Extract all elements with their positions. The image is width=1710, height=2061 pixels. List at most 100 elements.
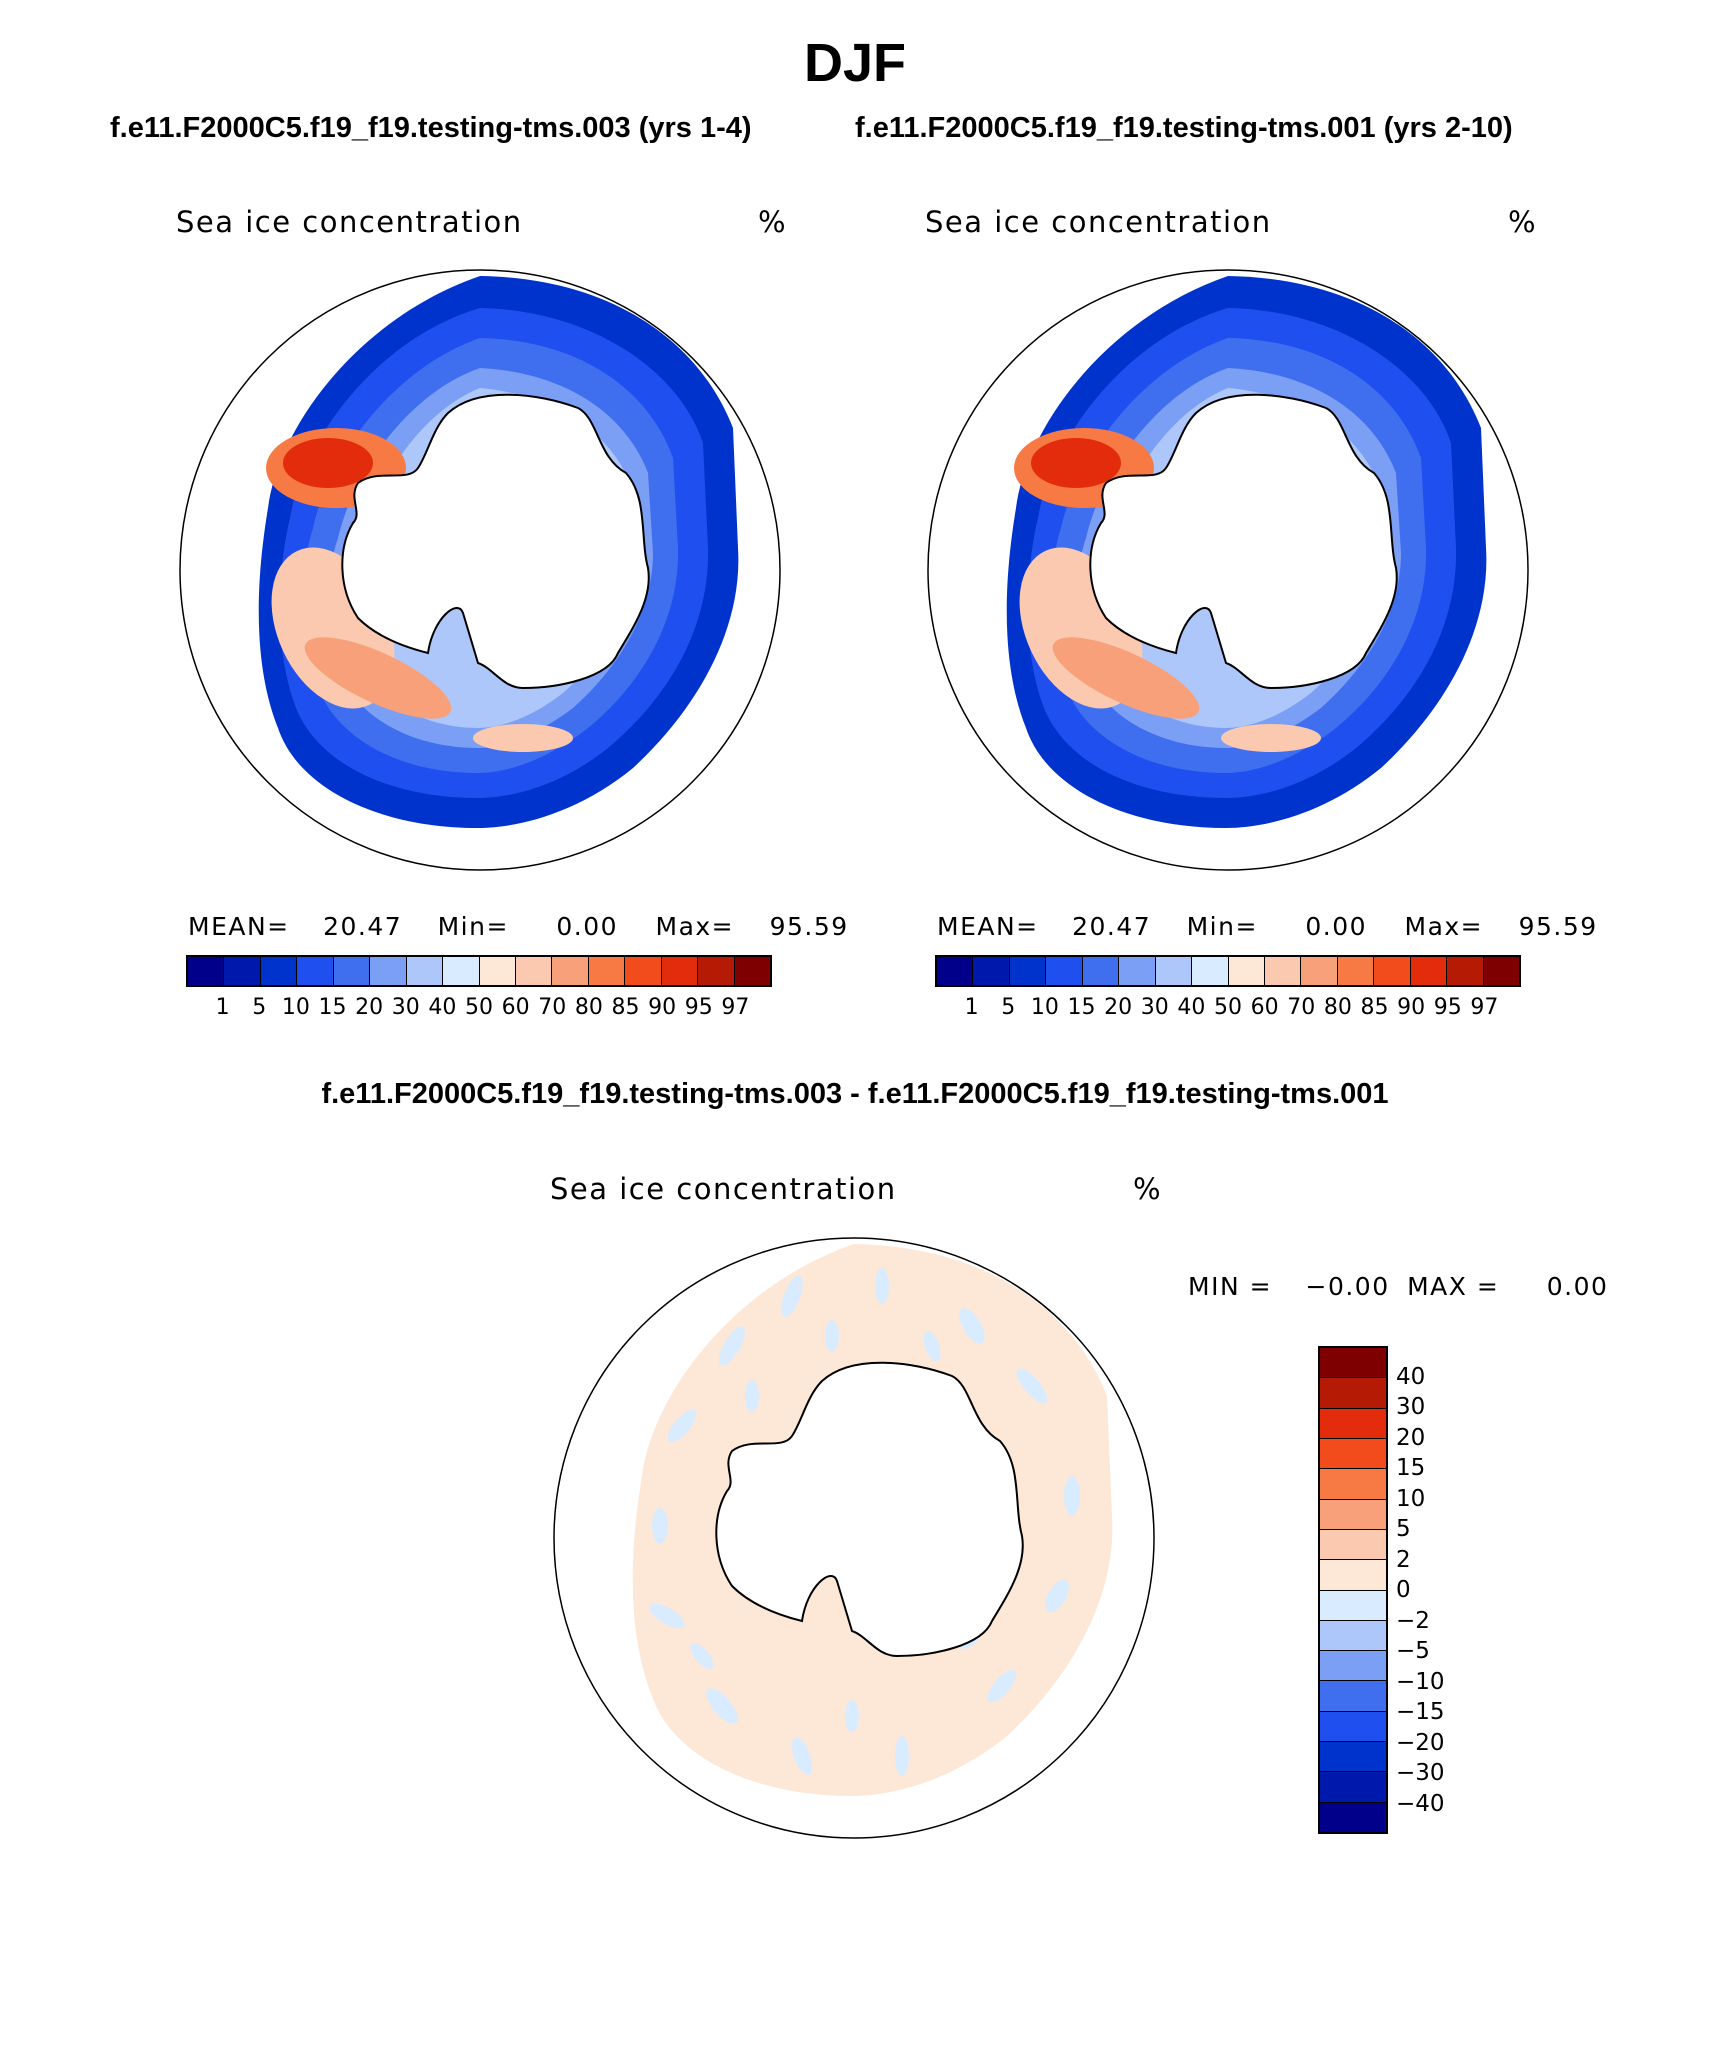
panel-2-colorbar-tick-label: 97: [1470, 995, 1499, 1020]
panel-2-max-value: 95.59: [1518, 912, 1598, 941]
panel-2-colorbar-swatch: [1046, 957, 1083, 985]
diff-var-label: Sea ice concentration: [550, 1172, 897, 1206]
panel-2-colorbar-tick-label: 40: [1177, 995, 1206, 1020]
panel-2-colorbar-tick-label: 85: [1360, 995, 1389, 1020]
diff-colorbar-tick-label: 30: [1396, 1394, 1426, 1420]
panel-1-min-label: Min=: [437, 912, 509, 941]
panel-2-colorbar-swatch: [1082, 957, 1120, 985]
panel-2-colorbar: [935, 955, 1521, 987]
panel-1-colorbar-tick-label: 20: [355, 995, 384, 1020]
diff-colorbar-tick-label: −30: [1396, 1760, 1445, 1786]
panel-2-colorbar-tick-label: 80: [1323, 995, 1352, 1020]
diff-colorbar-tick-label: 40: [1396, 1363, 1426, 1390]
panel-1-colorbar-swatch: [661, 957, 699, 985]
diff-colorbar-tick-label: 0: [1396, 1577, 1411, 1603]
panel-1-units: %: [758, 205, 788, 239]
panel-2-min-value: 0.00: [1305, 912, 1368, 941]
panel-1-colorbar-tick-label: 5: [252, 995, 267, 1020]
panel-1-colorbar-swatch: [588, 957, 626, 985]
panel-1-colorbar-swatch: [515, 957, 553, 985]
panel-1-case-title: f.e11.F2000C5.f19_f19.testing-tms.003 (y…: [110, 112, 752, 144]
panel-2-min-label: Min=: [1186, 912, 1258, 941]
panel-2-colorbar-swatch: [1155, 957, 1193, 985]
panel-2-colorbar-swatch: [1447, 957, 1484, 985]
diff-colorbar-swatch: [1320, 1711, 1386, 1743]
panel-1-colorbar-tick-label: 95: [684, 995, 713, 1020]
panel-1-colorbar-swatch: [625, 957, 662, 985]
diff-colorbar-swatch: [1320, 1469, 1386, 1500]
panel-1-mean-label: MEAN=: [188, 912, 290, 941]
panel-1-colorbar-swatch: [479, 957, 516, 985]
antarctica: [341, 393, 650, 690]
panel-2-colorbar-ticks: 1 5 10 15 20 30 40 50 60 70 80 85 90 95 97: [935, 995, 1517, 1025]
diff-colorbar-swatch: [1320, 1378, 1386, 1409]
diff-colorbar-swatch: [1320, 1772, 1386, 1803]
panel-1-max-label: Max=: [655, 912, 735, 941]
antarctica: [1089, 393, 1398, 690]
panel-2-colorbar-tick-label: 70: [1287, 995, 1316, 1020]
panel-2-colorbar-tick-label: 1: [964, 995, 979, 1020]
panel-1-colorbar-tick-label: 90: [648, 995, 677, 1020]
diff-colorbar-swatch: [1320, 1681, 1386, 1712]
panel-1-colorbar-tick-label: 30: [391, 995, 420, 1020]
panel-2-colorbar-swatch: [1301, 957, 1338, 985]
panel-1-mean-value: 20.47: [323, 912, 403, 941]
diff-colorbar-tick-label: 20: [1396, 1424, 1426, 1451]
diff-colorbar-swatch: [1320, 1408, 1386, 1439]
diff-colorbar-tick-label: 10: [1396, 1485, 1426, 1512]
panel-1-colorbar-swatch: [333, 957, 371, 985]
panel-2-units: %: [1508, 205, 1538, 239]
diff-map: [553, 1237, 1155, 1839]
panel-2-colorbar-swatch: [1337, 957, 1375, 985]
diff-colorbar-tick-label: −10: [1396, 1668, 1445, 1695]
panel-1-colorbar-tick-label: 97: [721, 995, 750, 1020]
panel-2-var-label: Sea ice concentration: [925, 205, 1272, 239]
panel-1-colorbar-tick-label: 1: [215, 995, 230, 1020]
diff-max-value: 0.00: [1546, 1272, 1609, 1301]
panel-1-colorbar-swatch: [224, 957, 261, 985]
panel-2-colorbar-tick-label: 50: [1214, 995, 1242, 1020]
panel-1-colorbar-tick-label: 15: [318, 995, 347, 1020]
panel-1-var-label: Sea ice concentration: [176, 205, 523, 239]
diff-min-value: −0.00: [1305, 1272, 1390, 1301]
panel-1-colorbar-tick-label: 60: [501, 995, 530, 1020]
panel-1-colorbar-swatch: [297, 957, 334, 985]
panel-2-colorbar-swatch: [1483, 957, 1519, 985]
diff-colorbar-tick-label: −15: [1396, 1699, 1445, 1725]
panel-1-colorbar-swatch: [370, 957, 407, 985]
diff-colorbar-tick-label: −20: [1396, 1729, 1445, 1756]
panel-2-colorbar-swatch: [973, 957, 1010, 985]
panel-1-colorbar-tick-label: 50: [465, 995, 493, 1020]
diff-colorbar-tick-label: −5: [1396, 1638, 1430, 1664]
panel-2-colorbar-tick-label: 30: [1140, 995, 1169, 1020]
diff-colorbar-swatch: [1320, 1802, 1386, 1832]
diff-min-label: MIN =: [1188, 1272, 1273, 1301]
diff-colorbar-tick-label: 15: [1396, 1455, 1426, 1481]
panel-2-max-label: Max=: [1404, 912, 1484, 941]
panel-1-colorbar-swatch: [406, 957, 444, 985]
panel-2-colorbar-tick-label: 60: [1250, 995, 1279, 1020]
diff-colorbar: [1318, 1346, 1388, 1834]
diff-colorbar-swatch: [1320, 1620, 1386, 1652]
panel-1-colorbar-tick-label: 85: [611, 995, 640, 1020]
panel-1-colorbar-tick-label: 10: [281, 995, 310, 1020]
panel-2-colorbar-tick-label: 90: [1397, 995, 1426, 1020]
panel-2-mean-label: MEAN=: [937, 912, 1039, 941]
panel-2-colorbar-swatch: [1009, 957, 1047, 985]
panel-1-max-value: 95.59: [769, 912, 849, 941]
panel-1-map: [179, 269, 781, 871]
diff-colorbar-ticks: 40 30 20 15 10 5 2 0 −2 −5 −10 −15 −20 −30 −40: [1396, 1346, 1476, 1830]
diff-colorbar-swatch: [1320, 1560, 1386, 1591]
panel-1-colorbar-ticks: 1 5 10 15 20 30 40 50 60 70 80 85 90 95 97: [186, 995, 768, 1025]
panel-2-colorbar-swatch: [1264, 957, 1302, 985]
panel-1-colorbar-tick-label: 40: [428, 995, 457, 1020]
diff-max-label: MAX =: [1407, 1272, 1500, 1301]
panel-1-colorbar-swatch: [188, 957, 225, 985]
diff-colorbar-swatch: [1320, 1529, 1386, 1561]
panel-2-map: [927, 269, 1529, 871]
panel-2-colorbar-swatch: [1410, 957, 1448, 985]
panel-1-colorbar-swatch: [698, 957, 735, 985]
diff-colorbar-tick-label: −40: [1396, 1790, 1445, 1817]
panel-1-colorbar: [186, 955, 772, 987]
panel-2-colorbar-tick-label: 15: [1067, 995, 1096, 1020]
